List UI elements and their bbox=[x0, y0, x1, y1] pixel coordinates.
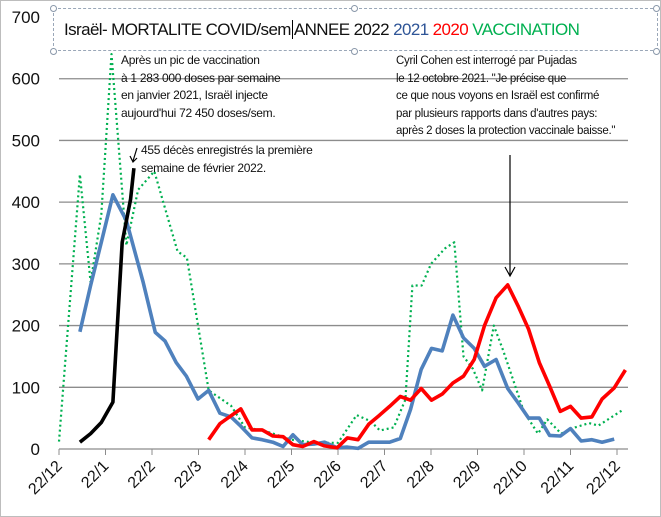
arrow-annotation bbox=[129, 147, 138, 164]
y-tick-label: 200 bbox=[12, 317, 40, 336]
resize-handle[interactable] bbox=[351, 48, 358, 55]
series-line-2022 bbox=[78, 168, 136, 444]
annotation-line: après 2 doses la protection vaccinale ba… bbox=[396, 125, 616, 137]
annotation-line: aujourd'hui 72 450 doses/sem. bbox=[121, 105, 276, 120]
arrow-annotation bbox=[504, 155, 516, 278]
y-tick-label: 100 bbox=[12, 378, 40, 397]
deaths-annotation: 455 décès enregistrés la première semain… bbox=[141, 142, 313, 177]
x-tick-label: 22/9 bbox=[450, 458, 484, 492]
x-tick-label: 22/11 bbox=[538, 458, 578, 498]
x-tick-label: 22/12 bbox=[25, 458, 65, 498]
annotation-line: par plusieurs rapports dans d'autres pay… bbox=[396, 107, 598, 120]
y-tick-label: 600 bbox=[12, 70, 40, 89]
series-line-2020 bbox=[207, 283, 627, 450]
annotation-line: semaine de février 2022. bbox=[141, 160, 266, 175]
x-tick-label: 22/4 bbox=[218, 458, 252, 492]
x-tick-label: 22/5 bbox=[264, 458, 298, 492]
resize-handle[interactable] bbox=[653, 5, 660, 12]
y-tick-label: 400 bbox=[12, 193, 40, 212]
resize-handle[interactable] bbox=[50, 48, 57, 55]
x-tick-label: 22/10 bbox=[490, 458, 530, 498]
x-tick-label: 22/12 bbox=[583, 458, 623, 498]
title-vaccination: VACCINATION bbox=[472, 20, 580, 39]
x-tick-label: 22/2 bbox=[125, 458, 159, 492]
resize-handle[interactable] bbox=[50, 5, 57, 12]
cohen-annotation: Cyril Cohen est interrogé par Pujadas le… bbox=[396, 53, 615, 141]
resize-handle[interactable] bbox=[351, 5, 358, 12]
annotation-line: Cyril Cohen est interrogé par Pujadas bbox=[396, 55, 577, 67]
annotation-line: ce que nous voyons en Israël est confirm… bbox=[396, 90, 600, 102]
x-tick-label: 22/8 bbox=[404, 458, 438, 492]
chart-title[interactable]: Israël- MORTALITE COVID/sem ANNEE 2022 20… bbox=[53, 8, 658, 51]
annotation-line: à 1 283 000 doses par semaine bbox=[121, 70, 281, 85]
series-line-2021 bbox=[78, 193, 615, 451]
annotation-line: en janvier 2021, Israël injecte bbox=[121, 88, 268, 102]
annotation-line: Après un pic de vaccination bbox=[121, 53, 260, 67]
y-tick-label: 300 bbox=[12, 255, 40, 274]
x-tick-label: 22/3 bbox=[171, 458, 205, 492]
title-2022: ANNEE 2022 bbox=[293, 20, 390, 39]
x-tick-label: 22/7 bbox=[357, 458, 391, 492]
y-tick-label: 700 bbox=[12, 8, 40, 27]
x-tick-label: 22/6 bbox=[311, 458, 345, 492]
series-line-vaccination bbox=[57, 53, 623, 444]
y-tick-label: 500 bbox=[12, 131, 40, 150]
title-2021: 2021 bbox=[393, 20, 429, 39]
title-2020: 2020 bbox=[432, 20, 469, 39]
vaccination-annotation: Après un pic de vaccination à 1 283 000 … bbox=[121, 52, 281, 122]
resize-handle[interactable] bbox=[653, 48, 660, 55]
y-tick-label: 0 bbox=[31, 440, 40, 459]
annotation-line: 455 décès enregistrés la première bbox=[141, 143, 313, 157]
annotation-line: le 12 octobre 2021. "Je précise que bbox=[396, 72, 567, 85]
title-main: Israël- MORTALITE COVID/sem bbox=[64, 20, 291, 39]
x-tick-label: 22/1 bbox=[78, 458, 112, 492]
